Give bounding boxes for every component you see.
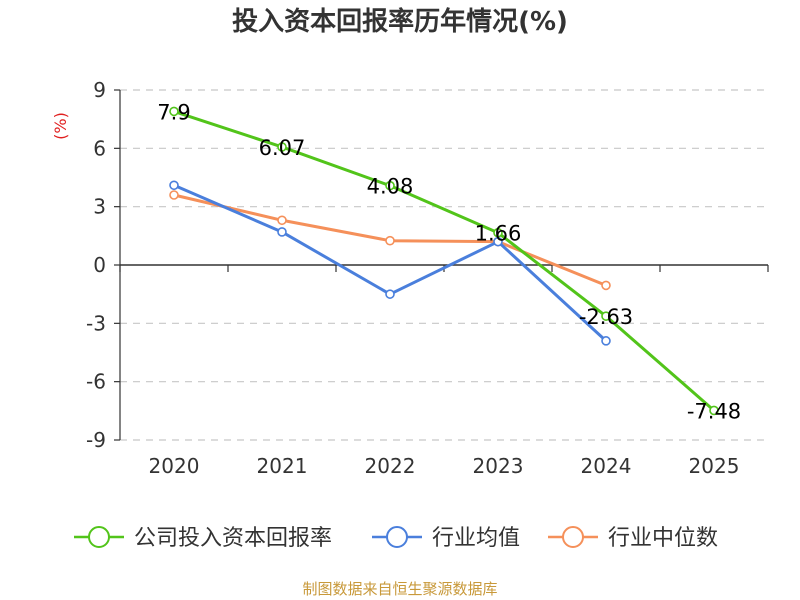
legend-marker <box>562 526 584 548</box>
chart-title: 投入资本回报率历年情况(%) <box>232 7 568 37</box>
data-point <box>385 180 395 191</box>
data-point <box>385 235 395 246</box>
x-tick-label: 2021 <box>257 454 308 478</box>
x-tick-label: 2024 <box>581 454 632 478</box>
y-tick-label: -6 <box>86 370 106 394</box>
legend-label: 行业中位数 <box>608 526 718 551</box>
data-point <box>277 142 287 152</box>
legend-item[interactable]: 公司投入资本回报率 <box>74 526 332 551</box>
data-label: 6.07 <box>259 136 306 160</box>
data-point <box>277 227 287 237</box>
legend-marker <box>88 526 110 548</box>
data-point <box>169 180 179 191</box>
legend-marker <box>386 526 408 548</box>
legend-label: 公司投入资本回报率 <box>134 526 332 551</box>
y-axis-label: (%) <box>51 112 70 140</box>
y-tick-label: 6 <box>93 136 106 160</box>
legend-item[interactable]: 行业均值 <box>372 526 520 551</box>
x-tick-label: 2023 <box>473 454 524 478</box>
data-point <box>385 289 395 299</box>
data-point <box>601 311 611 321</box>
data-point <box>277 215 287 226</box>
y-tick-label: 9 <box>93 78 106 102</box>
data-label: -2.63 <box>579 305 633 329</box>
x-tick-label: 2022 <box>365 454 416 478</box>
data-point <box>601 280 611 291</box>
data-point <box>493 236 503 247</box>
data-point <box>169 106 179 117</box>
y-tick-label: 3 <box>93 195 106 219</box>
series-line <box>173 183 608 342</box>
data-point <box>493 227 503 238</box>
data-point <box>601 336 611 346</box>
x-tick-label: 2020 <box>149 454 200 478</box>
data-label: -7.48 <box>687 399 741 423</box>
data-point <box>169 190 179 200</box>
y-tick-label: -3 <box>86 311 106 335</box>
x-tick-label: 2025 <box>689 454 740 478</box>
data-label: 4.08 <box>367 175 414 199</box>
series-line <box>173 109 715 412</box>
y-tick-label: 0 <box>93 253 106 277</box>
data-source: 制图数据来自恒生聚源数据库 <box>302 580 498 598</box>
legend-item[interactable]: 行业中位数 <box>548 526 718 551</box>
data-label: 7.9 <box>157 100 190 124</box>
data-point <box>709 405 719 416</box>
y-tick-label: -9 <box>86 428 106 452</box>
legend-label: 行业均值 <box>432 526 520 551</box>
data-label: 1.66 <box>475 222 522 246</box>
